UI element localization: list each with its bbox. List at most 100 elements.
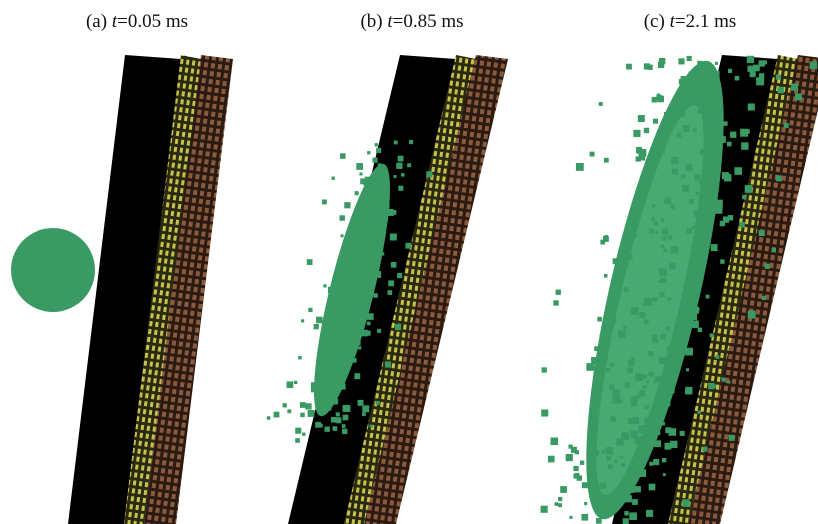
debris-fragment xyxy=(629,230,636,237)
debris-fragment xyxy=(591,357,599,365)
debris-fragment xyxy=(696,272,704,280)
debris-fragment xyxy=(645,417,651,423)
debris-fragment xyxy=(645,405,649,409)
debris-fragment xyxy=(629,512,637,520)
debris-fragment xyxy=(604,158,609,163)
debris-fragment xyxy=(716,355,720,359)
debris-fragment xyxy=(342,424,346,428)
debris-fragment xyxy=(698,108,703,113)
debris-fragment xyxy=(671,204,675,208)
debris-fragment xyxy=(319,424,323,428)
debris-fragment xyxy=(336,303,341,308)
debris-fragment xyxy=(308,308,312,312)
debris-fragment xyxy=(347,352,350,355)
debris-fragment xyxy=(696,308,699,311)
debris-fragment xyxy=(691,263,698,270)
debris-fragment xyxy=(556,290,561,295)
debris-fragment xyxy=(662,422,665,425)
debris-fragment xyxy=(670,389,675,394)
debris-fragment xyxy=(643,303,646,306)
debris-fragment xyxy=(580,461,584,465)
debris-fragment xyxy=(610,308,616,314)
debris-fragment xyxy=(651,217,655,221)
debris-fragment xyxy=(719,136,726,143)
debris-fragment xyxy=(682,185,689,192)
debris-fragment xyxy=(721,377,725,381)
debris-fragment xyxy=(631,307,639,315)
debris-fragment xyxy=(692,321,699,328)
debris-fragment xyxy=(381,252,384,255)
debris-fragment xyxy=(357,207,362,212)
debris-fragment xyxy=(646,510,653,517)
debris-fragment xyxy=(401,173,405,177)
debris-fragment xyxy=(626,253,633,260)
debris-fragment xyxy=(641,437,647,443)
debris-fragment xyxy=(661,245,664,248)
debris-fragment xyxy=(631,397,637,403)
debris-fragment xyxy=(387,290,392,295)
panel-label: (b) xyxy=(360,11,382,32)
debris-fragment xyxy=(354,373,360,379)
debris-fragment xyxy=(689,199,694,204)
debris-fragment xyxy=(639,149,647,157)
debris-fragment xyxy=(609,384,614,389)
panel-caption: (a) t=0.05 ms xyxy=(86,11,188,32)
debris-fragment xyxy=(360,178,366,184)
debris-fragment xyxy=(358,244,363,249)
debris-fragment xyxy=(628,360,634,366)
debris-fragment xyxy=(590,152,595,157)
debris-fragment xyxy=(658,62,664,68)
debris-fragment xyxy=(377,329,381,333)
panel-caption: (b) t=0.85 ms xyxy=(360,11,463,32)
debris-fragment xyxy=(635,486,641,492)
debris-fragment xyxy=(347,240,351,244)
debris-fragment xyxy=(584,502,587,505)
debris-fragment xyxy=(398,156,404,162)
debris-fragment xyxy=(405,243,411,249)
debris-fragment xyxy=(653,459,659,465)
debris-fragment xyxy=(613,258,619,264)
debris-fragment xyxy=(631,219,634,222)
debris-fragment xyxy=(332,358,336,362)
debris-fragment xyxy=(681,174,685,178)
debris-fragment xyxy=(346,259,351,264)
debris-fragment xyxy=(715,62,718,65)
debris-fragment xyxy=(765,264,770,269)
debris-fragment xyxy=(652,204,655,207)
debris-fragment xyxy=(353,252,359,258)
debris-fragment xyxy=(615,496,621,502)
debris-fragment xyxy=(639,390,645,396)
debris-fragment xyxy=(621,260,628,267)
debris-fragment xyxy=(594,366,598,370)
debris-fragment xyxy=(355,191,359,195)
debris-fragment xyxy=(366,267,372,273)
debris-fragment xyxy=(636,156,641,161)
debris-fragment xyxy=(745,185,753,193)
debris-fragment xyxy=(659,385,662,388)
debris-fragment xyxy=(396,163,402,169)
debris-fragment xyxy=(316,317,323,324)
debris-fragment xyxy=(625,383,630,388)
debris-fragment xyxy=(656,95,661,100)
debris-fragment xyxy=(649,372,654,377)
debris-fragment xyxy=(398,186,403,191)
debris-fragment xyxy=(287,409,291,413)
debris-fragment xyxy=(334,294,339,299)
debris-fragment xyxy=(659,392,665,398)
debris-fragment xyxy=(720,259,724,263)
debris-fragment xyxy=(322,199,327,204)
debris-fragment xyxy=(372,158,377,163)
debris-fragment xyxy=(677,96,682,101)
debris-fragment xyxy=(662,229,668,235)
debris-fragment xyxy=(300,402,306,408)
debris-fragment xyxy=(666,326,670,330)
debris-fragment xyxy=(644,128,649,133)
debris-fragment xyxy=(678,318,684,324)
debris-fragment xyxy=(683,125,690,132)
debris-fragment xyxy=(600,482,607,489)
debris-fragment xyxy=(669,428,677,436)
debris-fragment xyxy=(623,326,627,330)
debris-fragment xyxy=(810,61,818,69)
debris-fragment xyxy=(710,333,714,337)
debris-fragment xyxy=(694,175,699,180)
